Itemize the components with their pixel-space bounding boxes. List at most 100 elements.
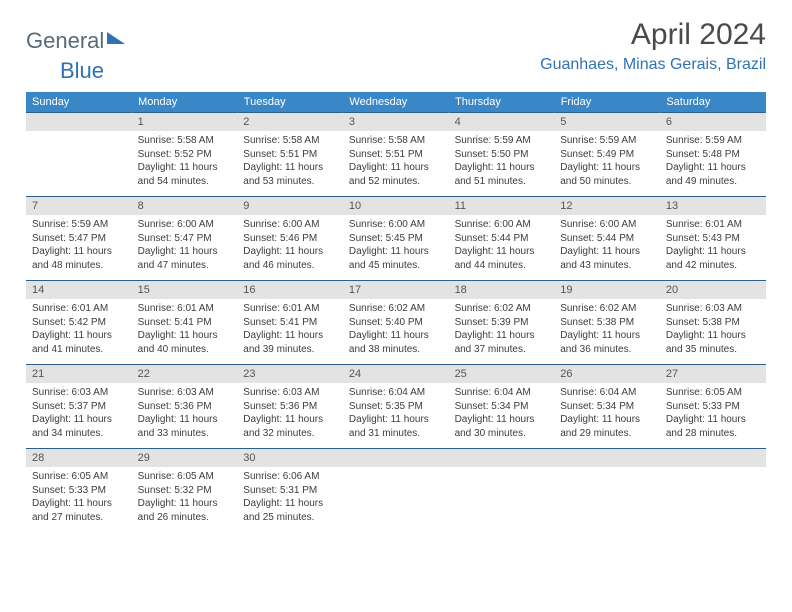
day-details: Sunrise: 6:05 AMSunset: 5:32 PMDaylight:…	[132, 467, 238, 532]
day-number: 30	[237, 449, 343, 467]
calendar-cell: 19Sunrise: 6:02 AMSunset: 5:38 PMDayligh…	[554, 281, 660, 365]
calendar-cell	[660, 449, 766, 533]
calendar-week-row: 7Sunrise: 5:59 AMSunset: 5:47 PMDaylight…	[26, 197, 766, 281]
calendar-cell: 5Sunrise: 5:59 AMSunset: 5:49 PMDaylight…	[554, 113, 660, 197]
calendar-cell: 25Sunrise: 6:04 AMSunset: 5:34 PMDayligh…	[449, 365, 555, 449]
calendar-week-row: 21Sunrise: 6:03 AMSunset: 5:37 PMDayligh…	[26, 365, 766, 449]
day-details: Sunrise: 5:58 AMSunset: 5:51 PMDaylight:…	[237, 131, 343, 196]
day-number: 29	[132, 449, 238, 467]
calendar-cell: 20Sunrise: 6:03 AMSunset: 5:38 PMDayligh…	[660, 281, 766, 365]
day-details: Sunrise: 6:00 AMSunset: 5:46 PMDaylight:…	[237, 215, 343, 280]
calendar-cell: 22Sunrise: 6:03 AMSunset: 5:36 PMDayligh…	[132, 365, 238, 449]
brand-word-2: Blue	[60, 58, 104, 83]
calendar-cell: 21Sunrise: 6:03 AMSunset: 5:37 PMDayligh…	[26, 365, 132, 449]
brand-triangle-icon	[107, 32, 125, 44]
day-number: 17	[343, 281, 449, 299]
calendar-cell: 10Sunrise: 6:00 AMSunset: 5:45 PMDayligh…	[343, 197, 449, 281]
calendar-body: 1Sunrise: 5:58 AMSunset: 5:52 PMDaylight…	[26, 113, 766, 533]
weekday-header: Saturday	[660, 92, 766, 113]
calendar-cell: 4Sunrise: 5:59 AMSunset: 5:50 PMDaylight…	[449, 113, 555, 197]
day-details: Sunrise: 5:59 AMSunset: 5:49 PMDaylight:…	[554, 131, 660, 196]
calendar-cell: 8Sunrise: 6:00 AMSunset: 5:47 PMDaylight…	[132, 197, 238, 281]
calendar-cell: 17Sunrise: 6:02 AMSunset: 5:40 PMDayligh…	[343, 281, 449, 365]
day-number: 19	[554, 281, 660, 299]
day-details: Sunrise: 6:04 AMSunset: 5:35 PMDaylight:…	[343, 383, 449, 448]
title-block: April 2024 Guanhaes, Minas Gerais, Brazi…	[540, 18, 766, 74]
day-details: Sunrise: 6:02 AMSunset: 5:40 PMDaylight:…	[343, 299, 449, 364]
day-number: 27	[660, 365, 766, 383]
day-number: 10	[343, 197, 449, 215]
day-number: 25	[449, 365, 555, 383]
calendar-cell: 16Sunrise: 6:01 AMSunset: 5:41 PMDayligh…	[237, 281, 343, 365]
day-details: Sunrise: 6:03 AMSunset: 5:38 PMDaylight:…	[660, 299, 766, 364]
day-number: 3	[343, 113, 449, 131]
calendar-cell: 7Sunrise: 5:59 AMSunset: 5:47 PMDaylight…	[26, 197, 132, 281]
day-number: 9	[237, 197, 343, 215]
day-number: 6	[660, 113, 766, 131]
day-details: Sunrise: 5:59 AMSunset: 5:48 PMDaylight:…	[660, 131, 766, 196]
month-title: April 2024	[540, 18, 766, 52]
day-details: Sunrise: 6:04 AMSunset: 5:34 PMDaylight:…	[449, 383, 555, 448]
day-details: Sunrise: 6:05 AMSunset: 5:33 PMDaylight:…	[26, 467, 132, 532]
day-number: 4	[449, 113, 555, 131]
day-number: 13	[660, 197, 766, 215]
day-details: Sunrise: 6:02 AMSunset: 5:38 PMDaylight:…	[554, 299, 660, 364]
day-number: 28	[26, 449, 132, 467]
calendar-cell: 15Sunrise: 6:01 AMSunset: 5:41 PMDayligh…	[132, 281, 238, 365]
day-number: 23	[237, 365, 343, 383]
day-number: 22	[132, 365, 238, 383]
calendar-cell: 18Sunrise: 6:02 AMSunset: 5:39 PMDayligh…	[449, 281, 555, 365]
calendar-week-row: 14Sunrise: 6:01 AMSunset: 5:42 PMDayligh…	[26, 281, 766, 365]
calendar-cell: 13Sunrise: 6:01 AMSunset: 5:43 PMDayligh…	[660, 197, 766, 281]
day-details: Sunrise: 5:59 AMSunset: 5:50 PMDaylight:…	[449, 131, 555, 196]
weekday-header: Thursday	[449, 92, 555, 113]
day-number: 7	[26, 197, 132, 215]
day-details: Sunrise: 5:58 AMSunset: 5:52 PMDaylight:…	[132, 131, 238, 196]
calendar-cell: 1Sunrise: 5:58 AMSunset: 5:52 PMDaylight…	[132, 113, 238, 197]
day-details: Sunrise: 6:03 AMSunset: 5:36 PMDaylight:…	[237, 383, 343, 448]
calendar-header-row: SundayMondayTuesdayWednesdayThursdayFrid…	[26, 92, 766, 113]
day-details: Sunrise: 6:05 AMSunset: 5:33 PMDaylight:…	[660, 383, 766, 448]
day-details: Sunrise: 6:00 AMSunset: 5:44 PMDaylight:…	[554, 215, 660, 280]
brand-word-1: General	[26, 28, 104, 54]
day-details: Sunrise: 6:03 AMSunset: 5:36 PMDaylight:…	[132, 383, 238, 448]
day-number: 18	[449, 281, 555, 299]
calendar-cell: 2Sunrise: 5:58 AMSunset: 5:51 PMDaylight…	[237, 113, 343, 197]
day-number: 1	[132, 113, 238, 131]
calendar-cell: 24Sunrise: 6:04 AMSunset: 5:35 PMDayligh…	[343, 365, 449, 449]
day-number: 11	[449, 197, 555, 215]
weekday-header: Monday	[132, 92, 238, 113]
calendar-cell: 28Sunrise: 6:05 AMSunset: 5:33 PMDayligh…	[26, 449, 132, 533]
day-details: Sunrise: 6:01 AMSunset: 5:41 PMDaylight:…	[132, 299, 238, 364]
brand-logo: General	[26, 18, 125, 54]
day-number: 14	[26, 281, 132, 299]
day-number: 26	[554, 365, 660, 383]
day-details: Sunrise: 6:00 AMSunset: 5:45 PMDaylight:…	[343, 215, 449, 280]
weekday-header: Tuesday	[237, 92, 343, 113]
calendar-cell: 29Sunrise: 6:05 AMSunset: 5:32 PMDayligh…	[132, 449, 238, 533]
day-number: 2	[237, 113, 343, 131]
calendar-cell: 3Sunrise: 5:58 AMSunset: 5:51 PMDaylight…	[343, 113, 449, 197]
calendar-table: SundayMondayTuesdayWednesdayThursdayFrid…	[26, 92, 766, 532]
day-number: 16	[237, 281, 343, 299]
weekday-header: Wednesday	[343, 92, 449, 113]
day-details: Sunrise: 5:59 AMSunset: 5:47 PMDaylight:…	[26, 215, 132, 280]
calendar-cell: 11Sunrise: 6:00 AMSunset: 5:44 PMDayligh…	[449, 197, 555, 281]
day-number: 8	[132, 197, 238, 215]
calendar-week-row: 28Sunrise: 6:05 AMSunset: 5:33 PMDayligh…	[26, 449, 766, 533]
calendar-cell: 9Sunrise: 6:00 AMSunset: 5:46 PMDaylight…	[237, 197, 343, 281]
calendar-cell	[343, 449, 449, 533]
calendar-cell: 23Sunrise: 6:03 AMSunset: 5:36 PMDayligh…	[237, 365, 343, 449]
calendar-cell: 27Sunrise: 6:05 AMSunset: 5:33 PMDayligh…	[660, 365, 766, 449]
day-details: Sunrise: 6:02 AMSunset: 5:39 PMDaylight:…	[449, 299, 555, 364]
calendar-cell: 6Sunrise: 5:59 AMSunset: 5:48 PMDaylight…	[660, 113, 766, 197]
day-number: 20	[660, 281, 766, 299]
day-number: 21	[26, 365, 132, 383]
day-number: 15	[132, 281, 238, 299]
day-details: Sunrise: 5:58 AMSunset: 5:51 PMDaylight:…	[343, 131, 449, 196]
weekday-header: Sunday	[26, 92, 132, 113]
day-details: Sunrise: 6:03 AMSunset: 5:37 PMDaylight:…	[26, 383, 132, 448]
day-details: Sunrise: 6:00 AMSunset: 5:44 PMDaylight:…	[449, 215, 555, 280]
calendar-cell	[26, 113, 132, 197]
day-number: 24	[343, 365, 449, 383]
